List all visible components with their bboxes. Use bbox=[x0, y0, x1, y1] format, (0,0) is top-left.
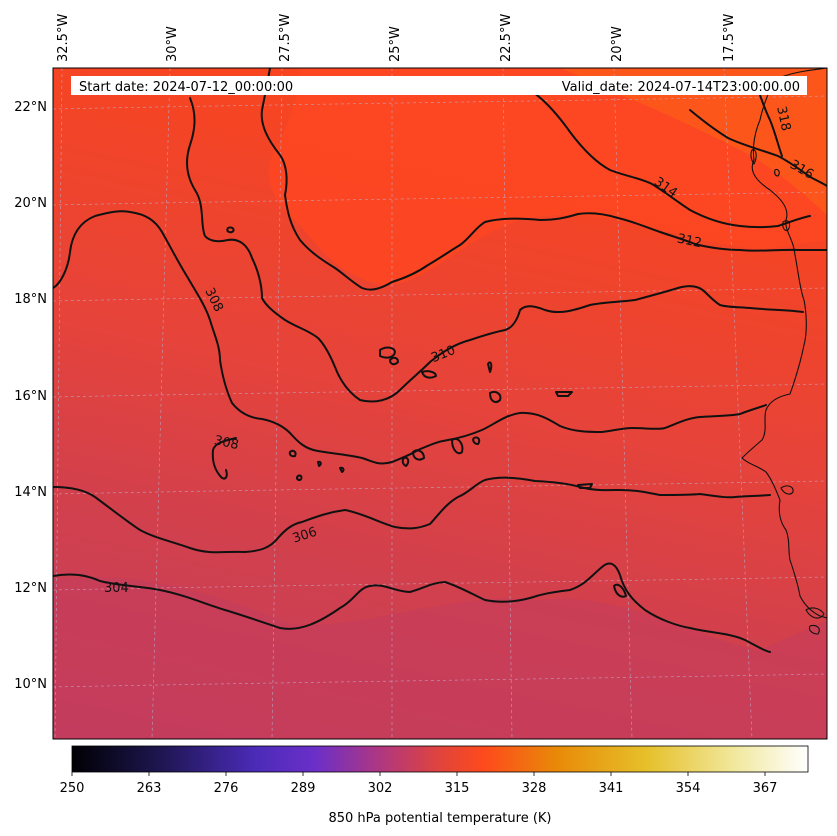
contour-label-304: 304 bbox=[104, 581, 129, 596]
contour-label-312: 312 bbox=[676, 231, 703, 251]
contour-318 bbox=[757, 89, 783, 157]
colorbar-tick-263: 263 bbox=[137, 781, 162, 796]
colorbar-tick-250: 250 bbox=[60, 781, 85, 796]
colorbar-ticks bbox=[71, 772, 766, 776]
lon-label-32-5w: 32.5°W bbox=[56, 14, 71, 62]
lon-label-20w: 20°W bbox=[610, 26, 625, 62]
contour-312 bbox=[260, 68, 827, 291]
contour-306 bbox=[53, 476, 771, 554]
contour-308-loop bbox=[211, 437, 237, 480]
colorbar: 250 263 276 289 302 315 328 341 354 367 … bbox=[60, 745, 809, 826]
coastline bbox=[741, 68, 827, 635]
lon-label-17-5w: 17.5°W bbox=[722, 14, 737, 62]
lat-label-20n: 20°N bbox=[14, 196, 47, 211]
lon-label-30w: 30°W bbox=[165, 26, 180, 62]
colorbar-tick-276: 276 bbox=[214, 781, 239, 796]
lat-label-16n: 16°N bbox=[14, 389, 47, 404]
colorbar-label: 850 hPa potential temperature (K) bbox=[328, 811, 551, 826]
lat-label-12n: 12°N bbox=[14, 581, 47, 596]
lat-label-18n: 18°N bbox=[14, 292, 47, 307]
start-date: Start date: 2024-07-12_00:00:00 bbox=[79, 80, 293, 95]
hot-region bbox=[560, 68, 827, 215]
contour-316 bbox=[689, 109, 827, 187]
contour-310 bbox=[186, 97, 804, 403]
info-box: Start date: 2024-07-12_00:00:00 Valid_da… bbox=[71, 76, 807, 95]
lat-label-14n: 14°N bbox=[14, 485, 47, 500]
contour-304 bbox=[53, 562, 771, 653]
lon-label-22-5w: 22.5°W bbox=[499, 14, 514, 62]
colorbar-tick-289: 289 bbox=[291, 781, 316, 796]
contour-308 bbox=[53, 210, 767, 465]
colorbar-tick-302: 302 bbox=[368, 781, 393, 796]
colorbar-tick-341: 341 bbox=[599, 781, 624, 796]
contours bbox=[53, 68, 827, 653]
lon-label-25w: 25°W bbox=[388, 26, 403, 62]
contour-label-318: 318 bbox=[773, 105, 793, 132]
lat-label-10n: 10°N bbox=[14, 677, 47, 692]
lon-label-27-5w: 27.5°W bbox=[278, 14, 293, 62]
colorbar-tick-354: 354 bbox=[676, 781, 701, 796]
contour-label-306: 306 bbox=[291, 525, 319, 547]
colorbar-tick-315: 315 bbox=[445, 781, 470, 796]
map-frame bbox=[52, 67, 828, 740]
colorbar-gradient bbox=[71, 745, 809, 773]
latitude-labels: 22°N 20°N 18°N 16°N 14°N 12°N 10°N bbox=[14, 100, 47, 692]
map-area: 304 306 308 308 310 312 314 316 318 Star… bbox=[53, 68, 827, 739]
lat-label-22n: 22°N bbox=[14, 100, 47, 115]
colorbar-tick-367: 367 bbox=[753, 781, 778, 796]
contour-label-308: 308 bbox=[213, 433, 240, 453]
warm-region bbox=[185, 68, 827, 286]
contour-314 bbox=[529, 89, 811, 229]
valid-date: Valid_date: 2024-07-14T23:00:00.00 bbox=[562, 80, 800, 95]
longitude-labels: 32.5°W 30°W 27.5°W 25°W 22.5°W 20°W 17.5… bbox=[56, 14, 737, 62]
colorbar-tick-328: 328 bbox=[522, 781, 547, 796]
